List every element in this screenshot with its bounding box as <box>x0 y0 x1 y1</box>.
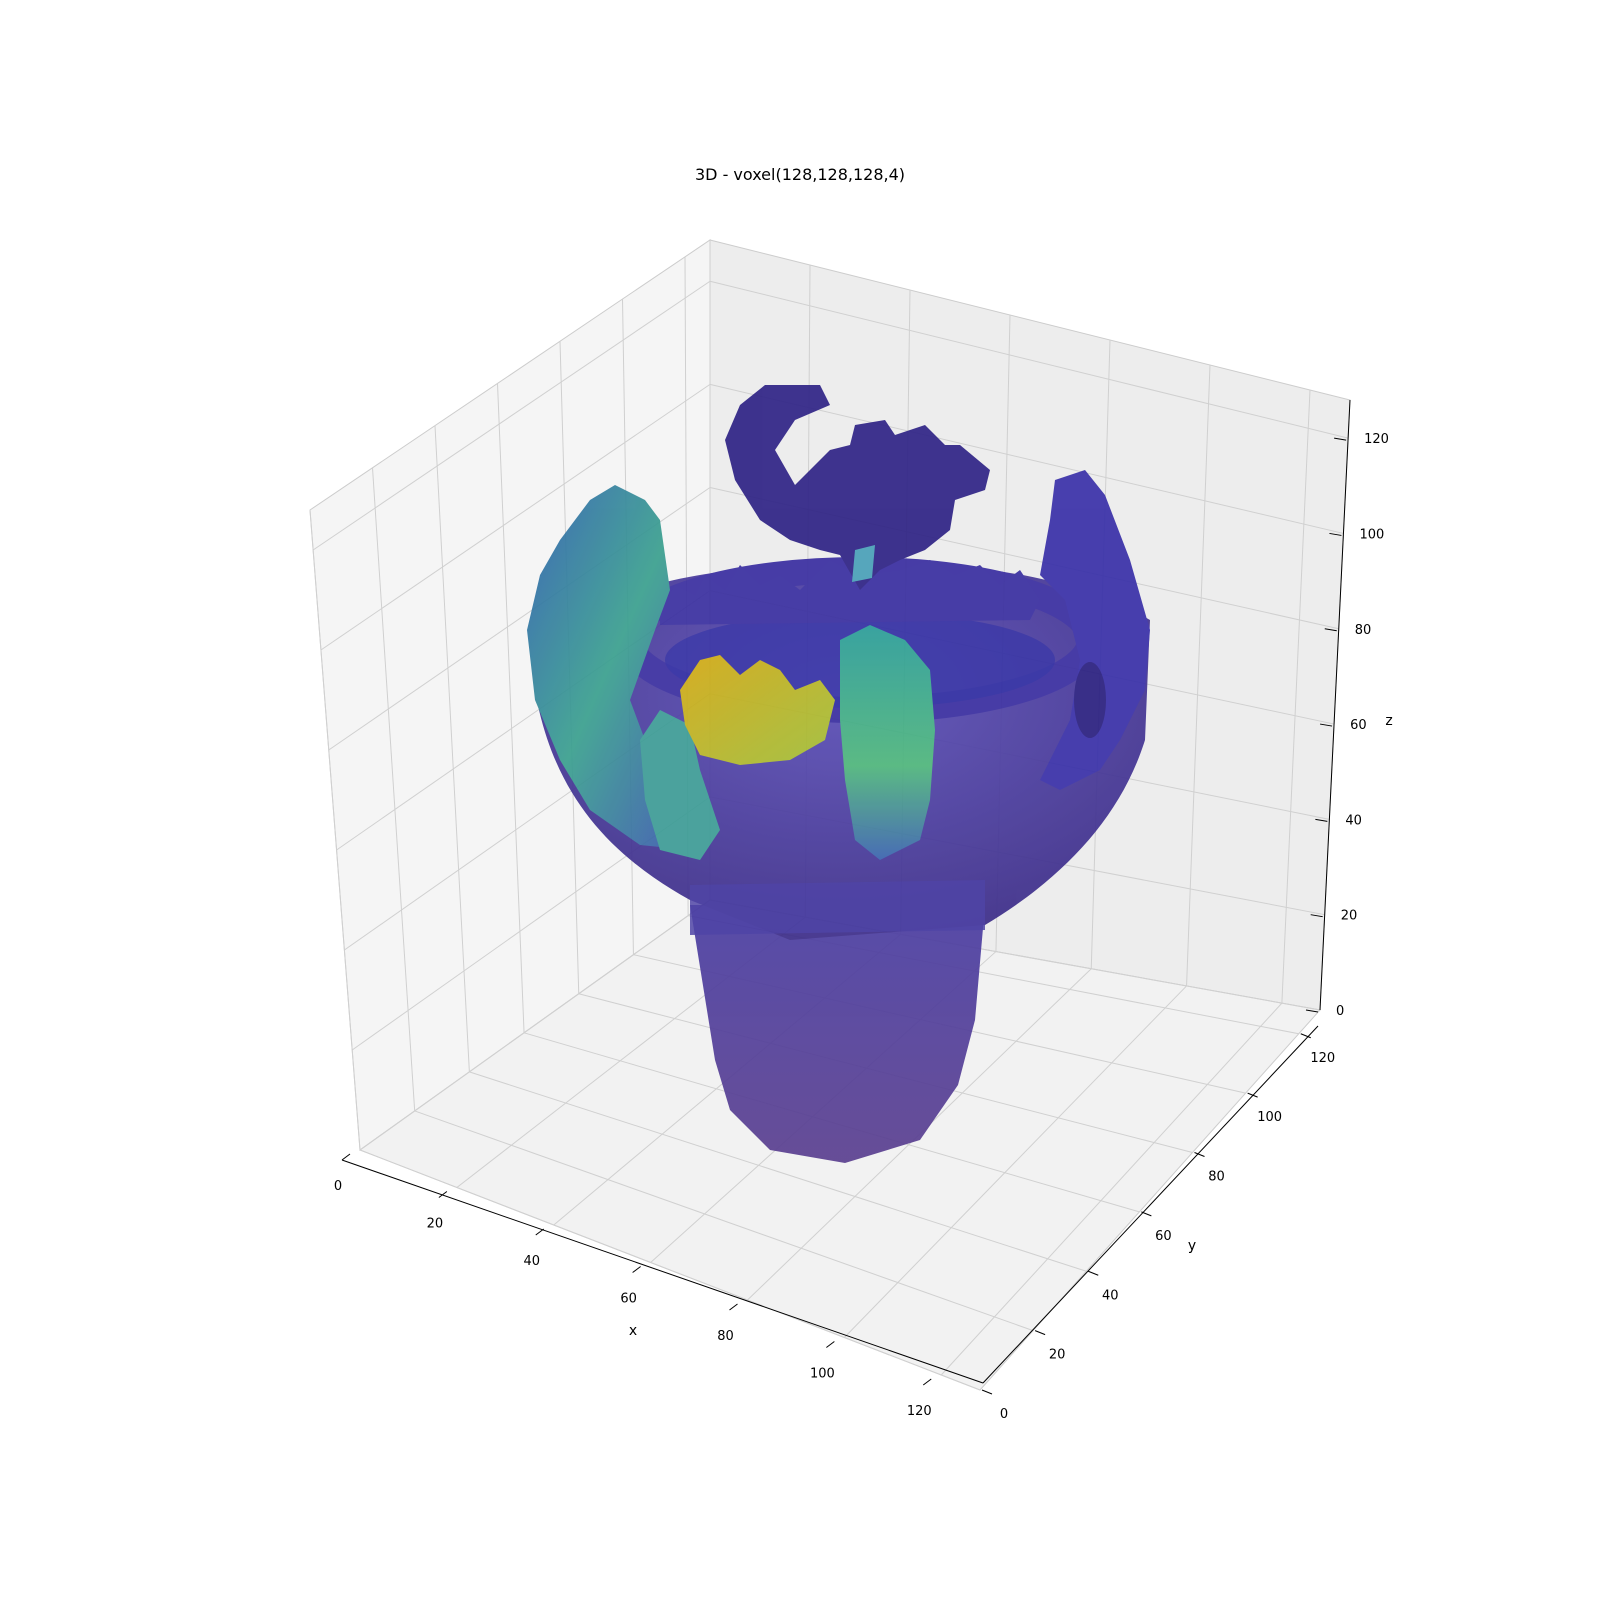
z-tick-label: 20 <box>1341 909 1358 924</box>
z-tick-mark <box>1329 532 1342 536</box>
x-tick-mark <box>632 1266 641 1273</box>
x-tick-mark <box>438 1191 448 1198</box>
x-tick-label: 20 <box>427 1217 444 1232</box>
tick-labels: 0 20 40 60 80 100 120 0 20 40 60 80 100 120 0 20 40 60 80 1… <box>334 432 1389 1422</box>
x-tick-label: 0 <box>334 1179 342 1194</box>
y-wall-grid-line <box>497 383 525 1033</box>
z-tick-mark <box>1315 818 1328 822</box>
crown-opening <box>852 545 875 582</box>
z-axis-line <box>1319 399 1351 1011</box>
z-tick-label: 40 <box>1345 813 1362 828</box>
z-tick-label: 100 <box>1359 527 1384 542</box>
y-tick-mark <box>981 1389 993 1395</box>
y-tick-mark <box>1300 1033 1311 1039</box>
z-tick-label: 0 <box>1336 1004 1344 1019</box>
x-axis-line <box>341 1159 984 1384</box>
right-wing-hole <box>1074 662 1106 738</box>
z-axis-label: z <box>1385 713 1392 729</box>
y-wall-grid-line <box>309 509 361 1151</box>
z-wall-grid-line <box>320 383 711 651</box>
vase-neck-band <box>690 880 985 935</box>
chart-title: 3D - voxel(128,128,128,4) <box>695 165 905 184</box>
y-axis-label: y <box>1188 1238 1196 1254</box>
z-tick-label: 80 <box>1355 623 1372 638</box>
z-grid-line <box>709 280 1349 439</box>
y-tick-mark <box>1034 1330 1046 1336</box>
vase-stem <box>690 905 985 1163</box>
right-wing <box>1040 470 1150 790</box>
rim-crenellations <box>660 560 1040 625</box>
z-tick-mark <box>1324 628 1337 632</box>
y-tick-label: 40 <box>1102 1288 1119 1303</box>
vase-crown <box>725 385 990 590</box>
x-tick-label: 80 <box>717 1329 734 1344</box>
x-wall-grid-line <box>1186 364 1211 986</box>
x-tick-mark <box>341 1153 351 1161</box>
x-grid-line <box>844 985 1187 1338</box>
x-grid-line <box>940 1002 1283 1376</box>
z-tick-label: 60 <box>1350 718 1367 733</box>
x-tick-label: 100 <box>810 1367 835 1382</box>
y-wall-grid-line <box>372 467 416 1111</box>
x-tick-mark <box>826 1341 835 1348</box>
x-tick-label: 120 <box>907 1404 932 1419</box>
z-wall-grid-line <box>359 899 711 1151</box>
x-axis-label: x <box>629 1323 637 1339</box>
y-grid-line <box>414 1110 1034 1332</box>
y-tick-mark <box>1088 1270 1099 1276</box>
y-tick-label: 80 <box>1208 1170 1225 1185</box>
z-tick-mark <box>1305 1009 1319 1013</box>
x-tick-label: 60 <box>620 1292 637 1307</box>
y-tick-label: 100 <box>1257 1110 1282 1125</box>
x-wall-grid-line <box>1281 389 1311 1004</box>
y-axis-line <box>982 1025 1319 1384</box>
y-tick-label: 0 <box>1000 1407 1008 1422</box>
z-tick-label: 120 <box>1364 432 1389 447</box>
z-tick-mark <box>1310 914 1323 918</box>
y-grid-line <box>469 1071 1087 1272</box>
highlight-region <box>680 655 835 765</box>
z-wall-grid-line <box>312 280 711 551</box>
y-grid-line <box>359 1149 981 1391</box>
x-tick-mark <box>729 1303 738 1311</box>
tick-marks <box>341 437 1347 1395</box>
x-tick-label: 40 <box>523 1254 540 1269</box>
x-tick-mark <box>922 1378 932 1386</box>
center-flame <box>840 625 935 860</box>
y-tick-label: 20 <box>1049 1348 1066 1363</box>
voxel-object <box>527 385 1150 1163</box>
y-tick-label: 60 <box>1155 1229 1172 1244</box>
left-inner-flame <box>640 710 720 860</box>
z-tick-mark <box>1319 723 1333 727</box>
y-tick-mark <box>1194 1152 1205 1157</box>
z-tick-mark <box>1334 437 1347 441</box>
y-tick-label: 120 <box>1310 1051 1335 1066</box>
y-wall-grid-line <box>434 425 470 1072</box>
